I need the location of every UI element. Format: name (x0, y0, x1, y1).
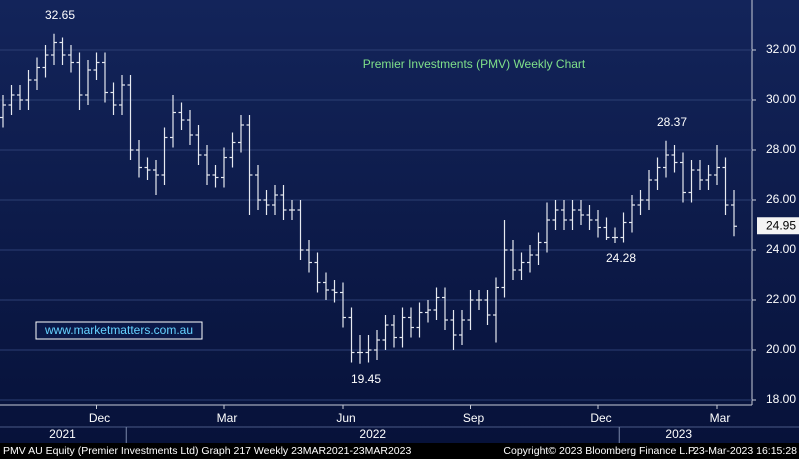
footer-middle: Copyright© 2023 Bloomberg Finance L.P. (503, 445, 696, 457)
annotation: 24.28 (606, 251, 636, 265)
y-tick-label: 18.00 (766, 392, 796, 406)
footer-right: 23-Mar-2023 16:15:28 (693, 445, 797, 457)
last-price-box (757, 217, 799, 235)
y-tick-label: 24.00 (766, 242, 796, 256)
footer-left: PMV AU Equity (Premier Investments Ltd) … (3, 445, 411, 457)
year-label: 2023 (665, 427, 692, 441)
chart-title: Premier Investments (PMV) Weekly Chart (363, 57, 586, 71)
watermark-box (35, 321, 203, 340)
x-tick-label: Jun (336, 411, 355, 425)
annotation: 19.45 (351, 372, 381, 386)
y-tick-label: 32.00 (766, 42, 796, 56)
x-tick-label: Dec (590, 411, 611, 425)
annotation: 32.65 (45, 8, 75, 22)
y-tick-label: 26.00 (766, 192, 796, 206)
watermark: www.marketmatters.com.au (44, 323, 193, 337)
footer-band (0, 443, 799, 459)
background (0, 0, 799, 443)
last-price-label: 24.95 (766, 218, 796, 232)
y-tick-label: 22.00 (766, 292, 796, 306)
y-tick-label: 28.00 (766, 142, 796, 156)
year-label: 2021 (49, 427, 76, 441)
y-tick-label: 30.00 (766, 92, 796, 106)
x-tick-label: Dec (89, 411, 110, 425)
x-tick-label: Mar (217, 411, 238, 425)
y-tick-label: 20.00 (766, 342, 796, 356)
x-tick-label: Sep (463, 411, 485, 425)
annotation: 28.37 (657, 115, 687, 129)
year-label: 2022 (359, 427, 386, 441)
x-tick-label: Mar (710, 411, 731, 425)
